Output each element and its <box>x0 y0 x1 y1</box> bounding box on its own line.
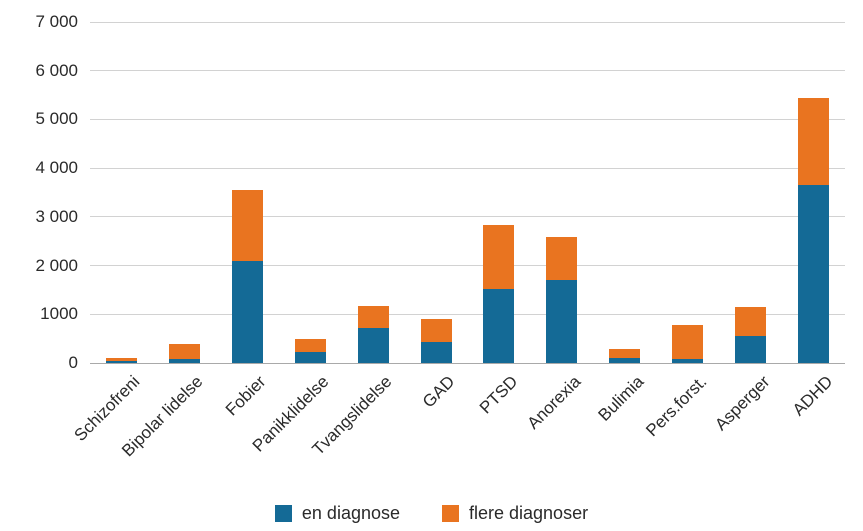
bar-segment-en-diagnose <box>357 327 389 363</box>
y-tick-label: 3 000 <box>35 206 78 226</box>
bar-segment-flere-diagnoser <box>105 357 137 361</box>
bar-segment-flere-diagnoser <box>168 344 200 359</box>
bar-segment-en-diagnose <box>609 358 641 363</box>
legend-item-en-diagnose: en diagnose <box>274 502 400 524</box>
y-tick-label: 4 000 <box>35 158 78 178</box>
bar-segment-en-diagnose <box>420 341 452 363</box>
gridline <box>90 216 845 218</box>
y-tick-label: 0 <box>68 353 78 372</box>
bar-segment-en-diagnose <box>231 260 263 363</box>
legend-swatch-flere-diagnoser <box>442 504 459 522</box>
bar-segment-flere-diagnoser <box>420 318 452 342</box>
bar-segment-flere-diagnoser <box>483 224 515 289</box>
gridline <box>90 70 845 72</box>
y-tick-label: 7 000 <box>35 12 78 31</box>
bar-segment-en-diagnose <box>294 352 326 363</box>
x-category-label: Pers.forst. <box>641 372 711 441</box>
bar-segment-en-diagnose <box>105 360 137 363</box>
x-category-label: Bulimia <box>594 372 648 425</box>
bar-segment-flere-diagnoser <box>735 306 767 337</box>
y-tick-label: 6 000 <box>35 60 78 80</box>
bar-segment-flere-diagnoser <box>294 339 326 353</box>
gridline <box>90 118 845 120</box>
legend-item-flere-diagnoser: flere diagnoser <box>442 502 588 524</box>
bar-segment-flere-diagnoser <box>672 325 704 360</box>
bar-segment-en-diagnose <box>672 359 704 363</box>
legend-label-flere-diagnoser: flere diagnoser <box>469 503 589 523</box>
bar-segment-flere-diagnoser <box>609 348 641 359</box>
bar-segment-flere-diagnoser <box>357 305 389 328</box>
x-category-label: Asperger <box>710 372 774 435</box>
y-tick-label: 2 000 <box>35 255 78 275</box>
bar-segment-en-diagnose <box>798 185 830 363</box>
bar-segment-flere-diagnoser <box>231 189 263 261</box>
y-tick-label: 5 000 <box>35 109 78 129</box>
gridline <box>90 167 845 169</box>
bar-segment-en-diagnose <box>546 279 578 363</box>
bar-segment-flere-diagnoser <box>798 97 830 186</box>
y-tick-label: 1000 <box>40 304 78 324</box>
bar-segment-flere-diagnoser <box>546 237 578 280</box>
legend-label-en-diagnose: en diagnose <box>301 503 400 523</box>
gridline <box>90 21 845 23</box>
bar-segment-en-diagnose <box>735 336 767 363</box>
gridline <box>90 265 845 267</box>
gridline <box>90 313 845 315</box>
legend-swatch-en-diagnose <box>274 504 292 522</box>
bar-segment-en-diagnose <box>483 288 515 363</box>
bar-segment-en-diagnose <box>168 358 200 363</box>
chart-legend: en diagnose flere diagnoser <box>0 502 863 524</box>
x-axis-line <box>90 362 845 364</box>
x-category-label: ADHD <box>788 372 836 420</box>
